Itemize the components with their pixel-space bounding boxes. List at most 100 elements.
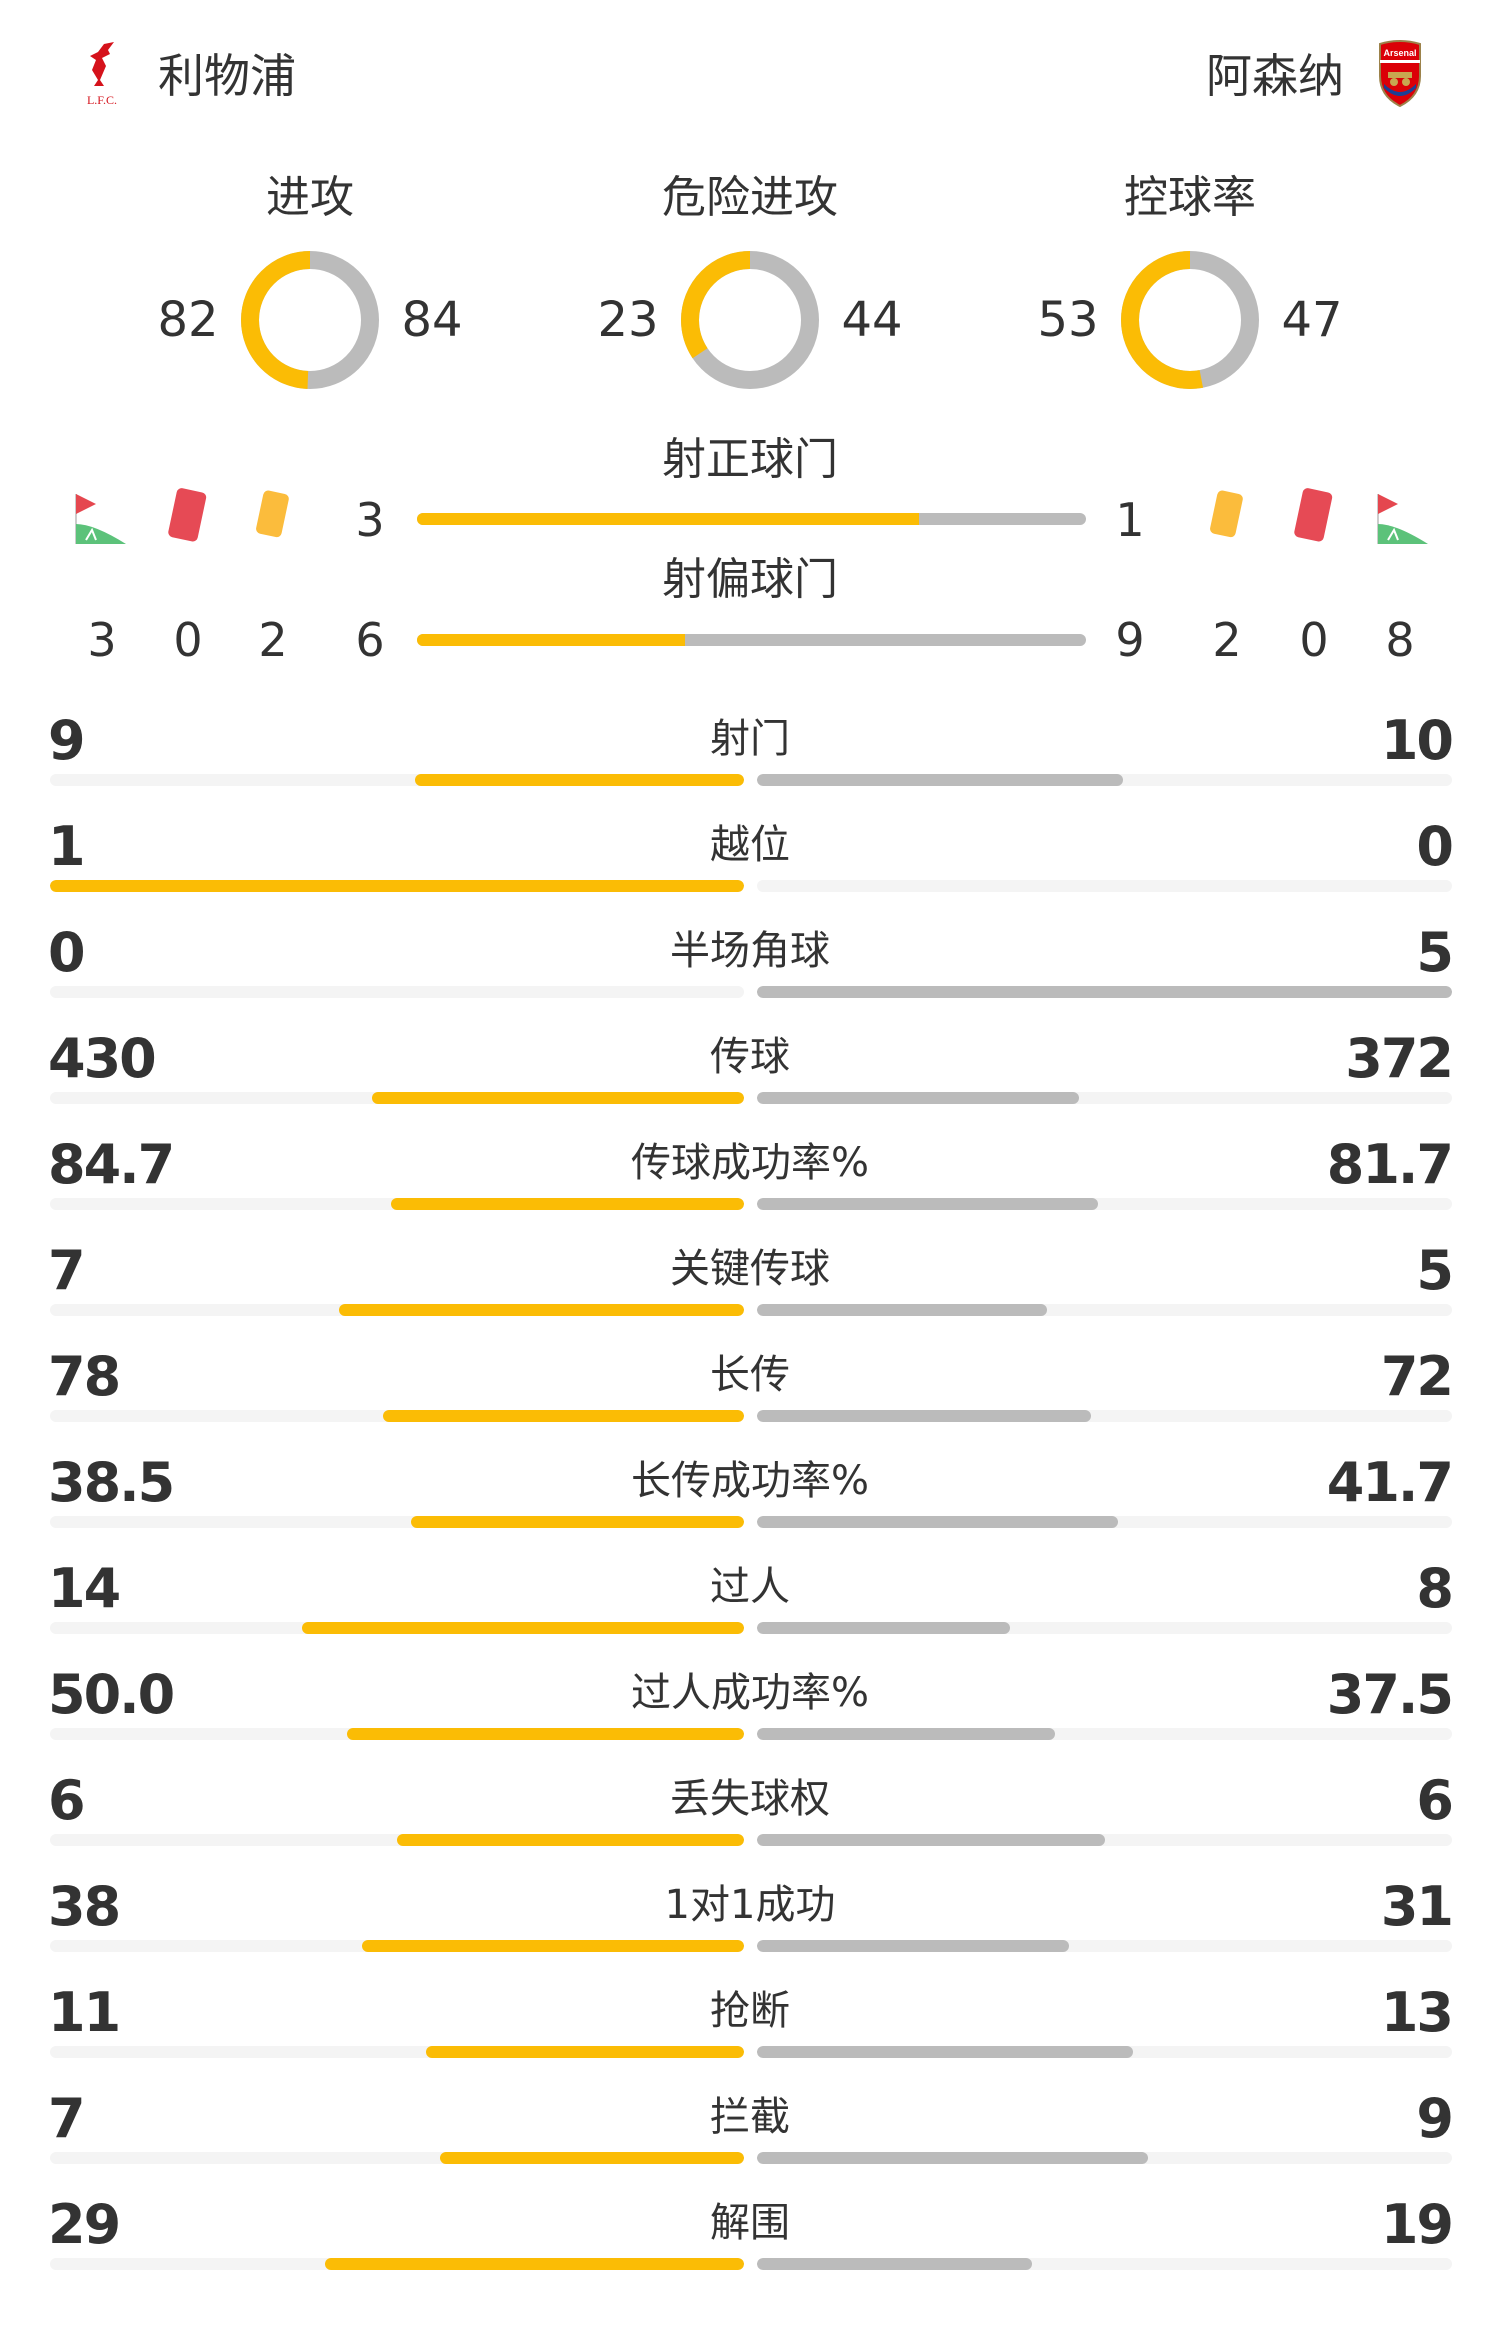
stat-home-bar [50,1834,744,1846]
stat-home-value: 38 [48,1875,121,1938]
stat-label: 长传成功率% [630,1458,869,1504]
stat-label: 越位 [710,822,790,868]
on-target-home: 3 [355,493,385,547]
stat-away-value: 9 [1416,2087,1454,2150]
stat-away-fill [757,2046,1134,2058]
home-logo: L.F.C. [80,40,124,112]
on-target-home-fill [417,513,919,525]
stat-label: 传球成功率% [630,1140,869,1186]
stat-away-fill [757,774,1123,786]
stat-away-bar [757,774,1452,786]
stat-home-bar [50,1728,744,1740]
away-corners: 8 [1385,613,1415,667]
stat-home-bar [50,880,744,892]
stat-away-fill [757,1410,1091,1422]
donut-away-value: 47 [1281,292,1343,348]
stat-home-fill [371,1092,744,1104]
stat-home-value: 11 [48,1981,121,2044]
stat-home-fill [50,880,744,892]
red-card-icon [168,488,207,542]
stat-away-value: 10 [1380,709,1454,772]
stat-home-fill [415,774,744,786]
stat-home-bar [50,1092,744,1104]
stat-home-bar [50,2046,744,2058]
donut-chart [681,251,819,389]
on-target-title: 射正球门 [662,434,838,485]
stat-row: 6 丢失球权 6 [0,1760,1500,1866]
stat-away-value: 72 [1380,1345,1454,1408]
stat-away-bar [757,2152,1452,2164]
yellow-card-icon [1210,490,1243,538]
stat-label: 过人成功率% [630,1670,869,1716]
home-red-cards: 0 [173,613,203,667]
stat-label: 射门 [710,716,790,762]
stat-away-value: 31 [1380,1875,1454,1938]
donut-home-arc [1121,251,1259,389]
stat-away-value: 13 [1380,1981,1454,2044]
stat-home-value: 1 [48,815,86,878]
donut-home-arc [681,251,819,389]
stat-away-value: 41.7 [1326,1451,1454,1514]
stat-home-bar [50,986,744,998]
donut-home-value: 53 [1037,292,1099,348]
stat-home-fill [347,1728,744,1740]
stat-row: 7 关键传球 5 [0,1230,1500,1336]
stat-away-fill [757,1622,1010,1634]
stat-label: 丢失球权 [670,1776,830,1822]
stat-home-value: 84.7 [48,1133,175,1196]
stat-away-bar [757,880,1452,892]
stat-label: 1对1成功 [664,1882,836,1928]
stat-away-fill [757,1834,1105,1846]
stat-away-fill [757,1940,1070,1952]
stat-row: 84.7 传球成功率% 81.7 [0,1124,1500,1230]
corner-flag-icon [75,494,126,544]
stat-away-bar [757,2046,1452,2058]
stat-away-fill [757,986,1452,998]
stat-row: 1 越位 0 [0,806,1500,912]
stat-home-bar [50,1516,744,1528]
donut-away-value: 44 [841,292,903,348]
home-team-name: 利物浦 [158,49,296,103]
donut-home-value: 82 [157,292,219,348]
stat-away-value: 37.5 [1326,1663,1454,1726]
stat-row: 50.0 过人成功率% 37.5 [0,1654,1500,1760]
off-target-home-fill [417,634,685,646]
stat-label: 传球 [710,1034,790,1080]
on-target-away: 1 [1115,493,1145,547]
stat-away-bar [757,1410,1452,1422]
away-yellow-cards: 2 [1212,613,1242,667]
stat-away-bar [757,1622,1452,1634]
stat-away-fill [757,1304,1047,1316]
donut-away-value: 84 [401,292,463,348]
stat-row: 7 拦截 9 [0,2078,1500,2184]
stat-row: 11 抢断 13 [0,1972,1500,2078]
stat-away-bar [757,1834,1452,1846]
stat-away-bar [757,986,1452,998]
stat-row: 430 传球 372 [0,1018,1500,1124]
stat-home-fill [390,1198,744,1210]
corner-flag-icon [1377,494,1428,544]
stat-away-bar [757,1728,1452,1740]
off-target-title: 射偏球门 [662,554,838,605]
off-target-bar [417,634,1086,646]
stat-away-value: 81.7 [1326,1133,1454,1196]
stat-home-value: 38.5 [48,1451,175,1514]
stat-away-value: 372 [1345,1027,1454,1090]
stat-home-bar [50,2152,744,2164]
stat-home-fill [410,1516,744,1528]
stat-away-value: 0 [1416,815,1454,878]
stat-home-bar [50,2258,744,2270]
stat-away-value: 8 [1416,1557,1454,1620]
home-corners: 3 [87,613,117,667]
stat-away-bar [757,1940,1452,1952]
stat-home-bar [50,1410,744,1422]
svg-text:Arsenal: Arsenal [1383,48,1416,58]
stat-row: 0 半场角球 5 [0,912,1500,1018]
stat-home-value: 7 [48,2087,86,2150]
stat-home-bar [50,1198,744,1210]
stat-home-fill [324,2258,744,2270]
donut-chart [241,251,379,389]
away-red-cards: 0 [1299,613,1329,667]
stat-away-value: 19 [1380,2193,1454,2256]
stat-away-fill [757,1728,1055,1740]
